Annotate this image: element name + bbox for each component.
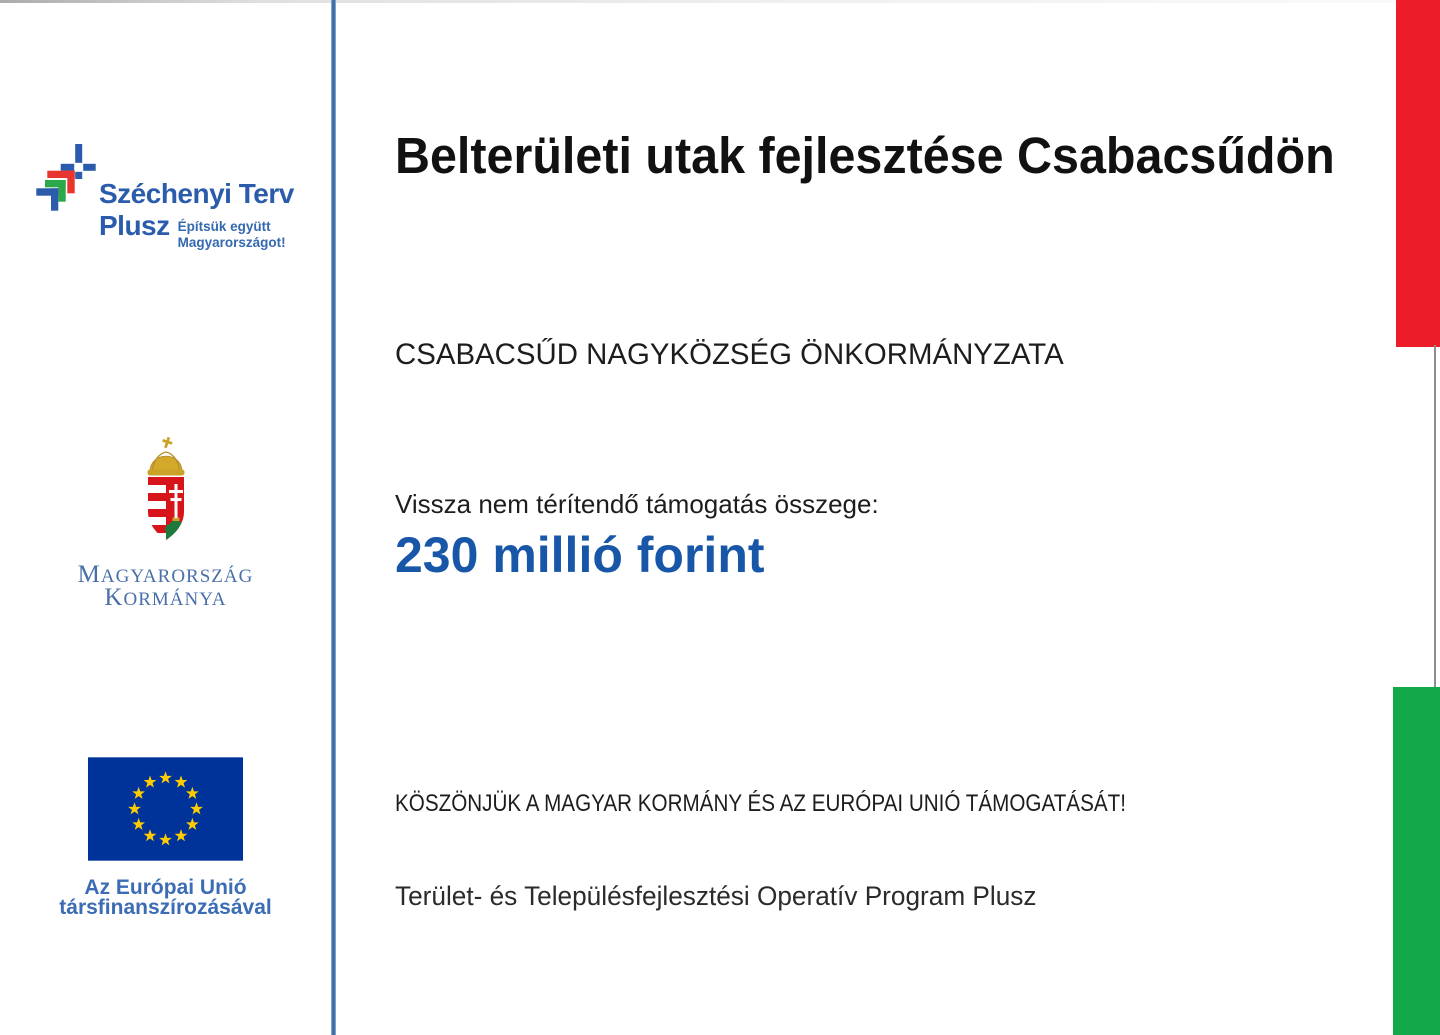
grant-amount-value: 230 millió forint	[395, 527, 765, 583]
thanks-statement: KÖSZÖNJÜK A MAGYAR KORMÁNY ÉS AZ EURÓPAI…	[395, 790, 1126, 817]
right-edge-line	[1434, 345, 1436, 689]
vertical-divider	[331, 0, 336, 1035]
beneficiary-name: CSABACSŰD NAGYKÖZSÉG ÖNKORMÁNYZATA	[395, 338, 1064, 371]
szechenyi-name: Széchenyi Terv	[99, 178, 294, 209]
project-title: Belterületi utak fejlesztése Csabacsűdön	[395, 127, 1335, 184]
szechenyi-tagline: Építsük együtt Magyarországot!	[177, 219, 286, 250]
szechenyi-logo-text: Széchenyi Terv Plusz Építsük együtt Magy…	[99, 178, 294, 251]
government-line1: MAGYARORSZÁG	[77, 561, 254, 588]
eu-cofinancing-logo: Az Európai Unió társfinanszírozásával	[0, 757, 331, 918]
eu-label-line2: társfinanszírozásával	[59, 896, 272, 919]
red-edge-bar	[1396, 0, 1440, 347]
top-edge-artifact	[0, 0, 1440, 3]
szechenyi-terv-plusz-logo-icon	[36, 144, 98, 219]
eu-cofinancing-label: Az Európai Unió társfinanszírozásával	[0, 876, 331, 919]
hungary-coat-of-arms-icon	[147, 436, 184, 540]
government-label: MAGYARORSZÁG KORMÁNYA	[0, 564, 331, 610]
hungarian-government-logo: MAGYARORSZÁG KORMÁNYA	[0, 436, 331, 610]
program-name: Terület- és Településfejlesztési Operatí…	[395, 881, 1037, 911]
government-line2: KORMÁNYA	[104, 584, 227, 611]
eu-flag-icon	[88, 757, 243, 861]
grant-amount-label: Vissza nem térítendő támogatás összege:	[395, 489, 879, 519]
eu-label-line1: Az Európai Unió	[84, 876, 247, 899]
green-edge-bar	[1393, 687, 1440, 1035]
szechenyi-plusz: Plusz	[99, 210, 170, 241]
